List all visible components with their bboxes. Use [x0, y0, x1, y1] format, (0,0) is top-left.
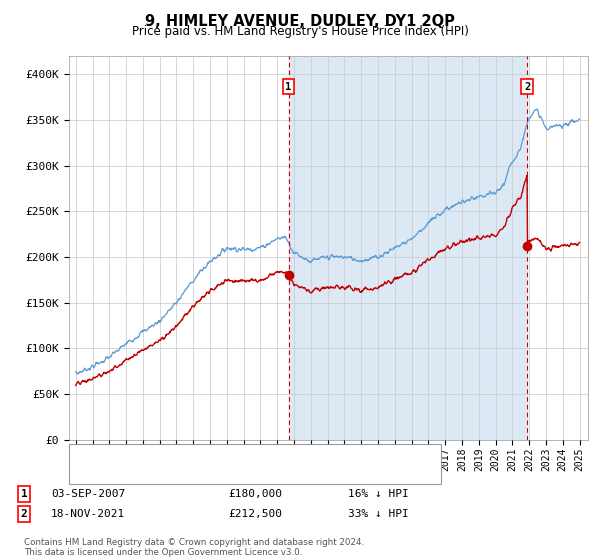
Text: 1: 1	[286, 82, 292, 92]
Text: Contains HM Land Registry data © Crown copyright and database right 2024.
This d: Contains HM Land Registry data © Crown c…	[24, 538, 364, 557]
Text: ───: ───	[76, 447, 98, 461]
Text: 16% ↓ HPI: 16% ↓ HPI	[348, 489, 409, 499]
Text: 9, HIMLEY AVENUE, DUDLEY, DY1 2QP: 9, HIMLEY AVENUE, DUDLEY, DY1 2QP	[145, 14, 455, 29]
Text: 1: 1	[20, 489, 28, 499]
Text: 9, HIMLEY AVENUE, DUDLEY, DY1 2QP (detached house): 9, HIMLEY AVENUE, DUDLEY, DY1 2QP (detac…	[114, 449, 427, 459]
Text: 2: 2	[524, 82, 530, 92]
Text: ───: ───	[76, 466, 98, 479]
Text: 2: 2	[20, 509, 28, 519]
Text: 33% ↓ HPI: 33% ↓ HPI	[348, 509, 409, 519]
Text: £212,500: £212,500	[228, 509, 282, 519]
Text: Price paid vs. HM Land Registry's House Price Index (HPI): Price paid vs. HM Land Registry's House …	[131, 25, 469, 38]
Text: HPI: Average price, detached house, Dudley: HPI: Average price, detached house, Dudl…	[114, 468, 377, 478]
Text: 18-NOV-2021: 18-NOV-2021	[51, 509, 125, 519]
Text: £180,000: £180,000	[228, 489, 282, 499]
Text: 03-SEP-2007: 03-SEP-2007	[51, 489, 125, 499]
